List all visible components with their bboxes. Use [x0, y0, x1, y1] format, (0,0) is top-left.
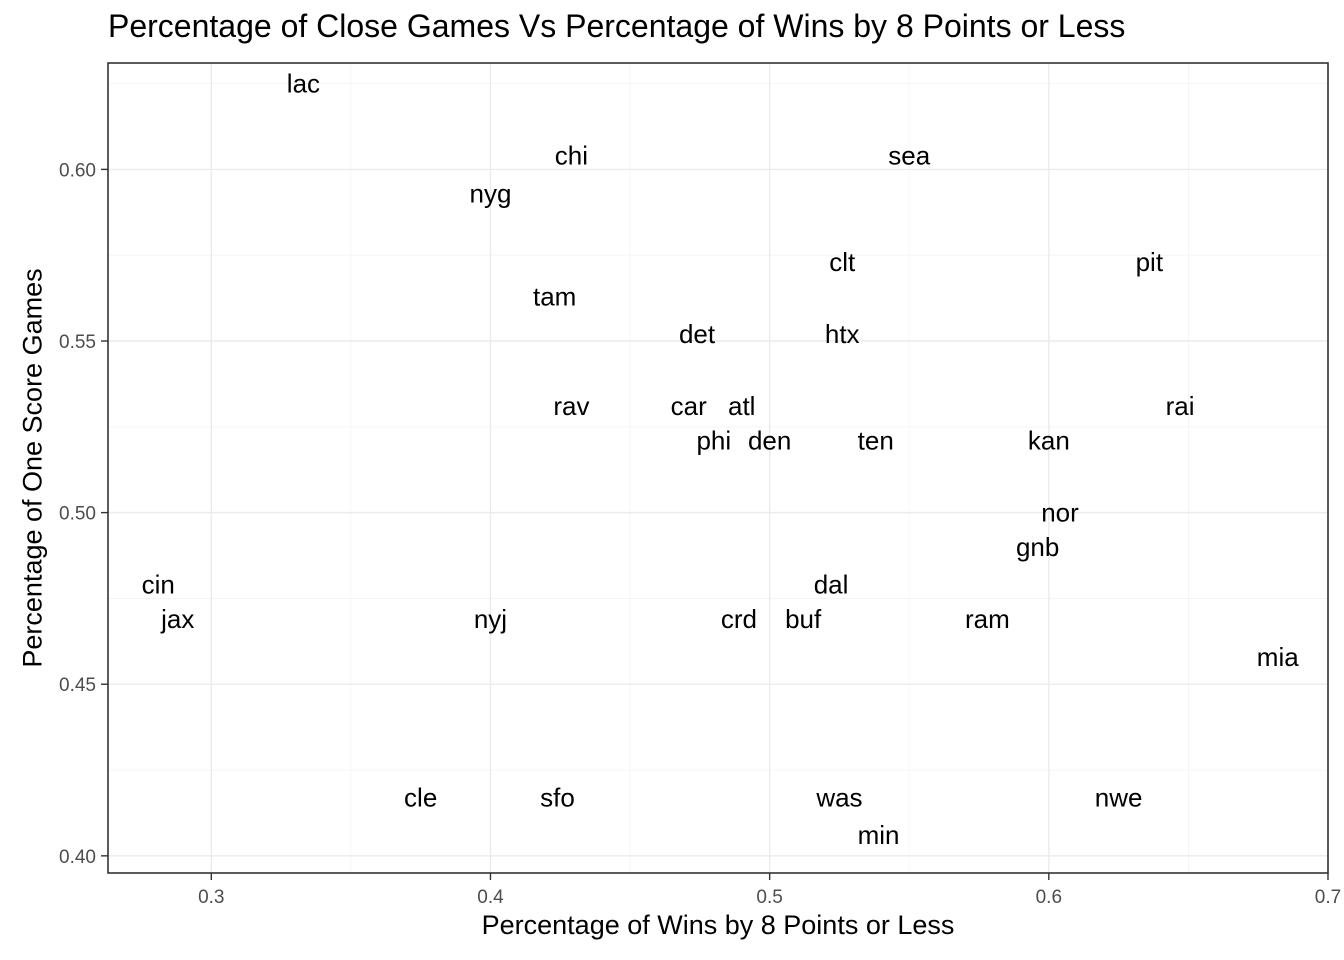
- data-point-rai: rai: [1166, 391, 1195, 421]
- data-point-ram: ram: [965, 604, 1010, 634]
- data-labels: lac chi sea nyg clt pit tam det htx rav car atl rai p…: [142, 69, 1300, 851]
- data-point-htx: htx: [825, 319, 860, 349]
- data-point-pit: pit: [1136, 247, 1164, 277]
- data-point-det: det: [679, 319, 716, 349]
- data-point-buf: buf: [785, 604, 822, 634]
- data-point-cle: cle: [404, 782, 437, 812]
- y-tick-label: 0.45: [59, 675, 96, 696]
- data-point-phi: phi: [696, 426, 731, 456]
- x-tick-label: 0.6: [1036, 887, 1062, 908]
- data-point-gnb: gnb: [1016, 532, 1059, 562]
- data-point-den: den: [748, 426, 791, 456]
- y-axis-title: Percentage of One Score Games: [17, 268, 48, 668]
- data-point-sea: sea: [888, 141, 930, 171]
- y-tick-label: 0.40: [59, 847, 96, 868]
- y-tick-label: 0.50: [59, 504, 96, 525]
- data-point-rav: rav: [553, 391, 589, 421]
- data-point-tam: tam: [533, 281, 576, 311]
- plot-panel: [108, 63, 1328, 873]
- data-point-crd: crd: [721, 604, 757, 634]
- x-axis-title: Percentage of Wins by 8 Points or Less: [481, 910, 955, 940]
- data-point-was: was: [815, 782, 862, 812]
- data-point-chi: chi: [555, 141, 588, 171]
- data-point-dal: dal: [814, 570, 849, 600]
- x-tick-label: 0.3: [198, 887, 224, 908]
- data-point-kan: kan: [1028, 426, 1070, 456]
- x-tick-label: 0.5: [756, 887, 782, 908]
- data-point-nyg: nyg: [470, 178, 512, 208]
- chart-title: Percentage of Close Games Vs Percentage …: [108, 8, 1126, 44]
- y-tick-label: 0.60: [59, 160, 96, 181]
- x-tick-label: 0.7: [1315, 887, 1341, 908]
- data-point-min: min: [858, 820, 900, 850]
- grid-lines: [108, 63, 1329, 873]
- y-tick-label: 0.55: [59, 332, 96, 353]
- data-point-atl: atl: [728, 391, 755, 421]
- data-point-cin: cin: [142, 570, 175, 600]
- data-point-sfo: sfo: [540, 782, 575, 812]
- data-point-clt: clt: [829, 247, 856, 277]
- data-point-nyj: nyj: [474, 604, 507, 634]
- data-point-nor: nor: [1041, 498, 1079, 528]
- plot-border: [107, 62, 1329, 874]
- axes: 0.3 0.4 0.5 0.6 0.7 0.40 0.45 0.50 0.55 0.60: [59, 160, 1341, 908]
- data-point-car: car: [671, 391, 707, 421]
- data-point-jax: jax: [160, 604, 194, 634]
- x-tick-label: 0.4: [477, 887, 504, 908]
- data-point-nwe: nwe: [1095, 782, 1143, 812]
- data-point-mia: mia: [1257, 642, 1299, 672]
- data-point-ten: ten: [858, 426, 894, 456]
- data-point-lac: lac: [287, 69, 320, 99]
